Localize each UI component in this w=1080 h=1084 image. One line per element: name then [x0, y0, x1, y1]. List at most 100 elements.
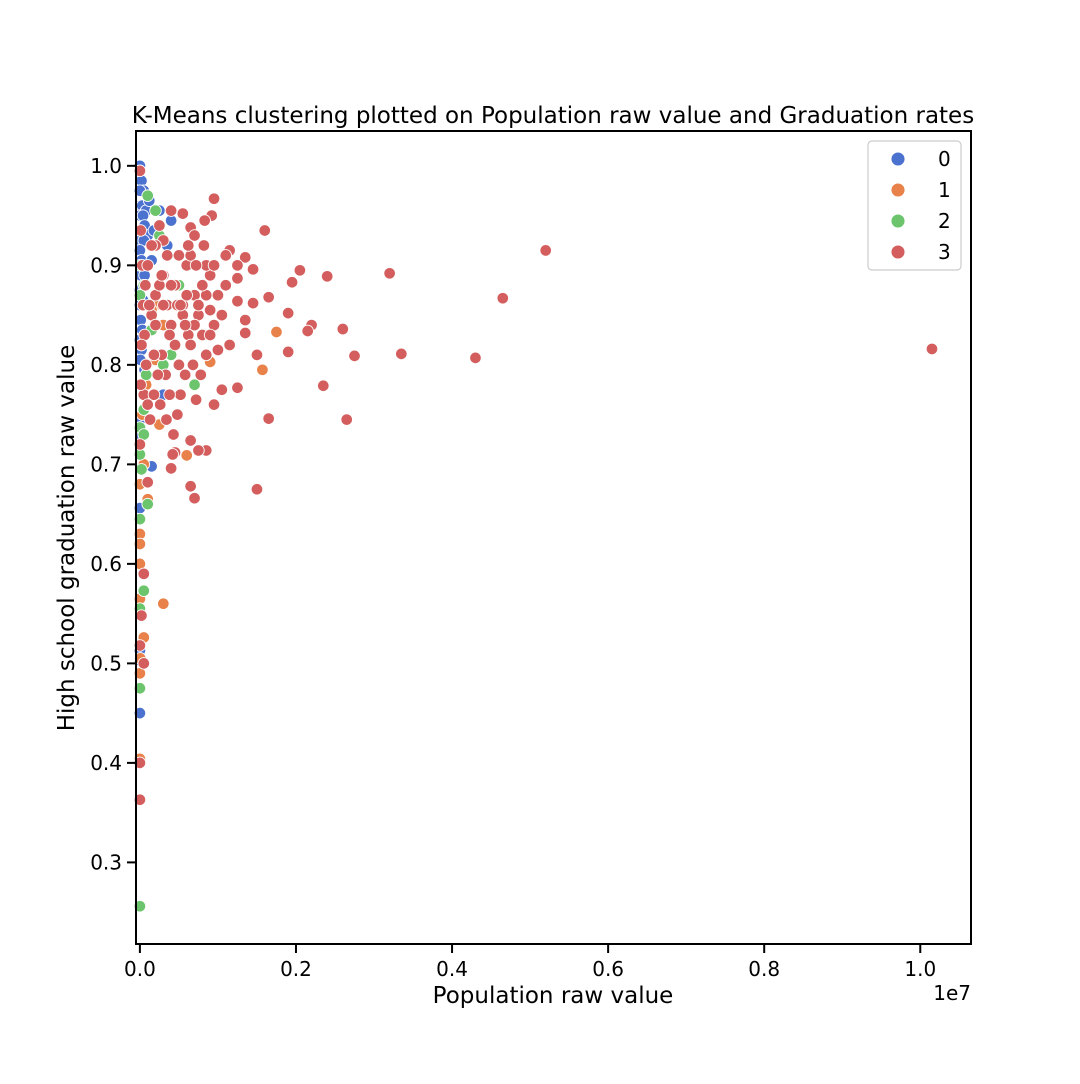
scatter-point-series-3-32 [336, 322, 350, 336]
scatter-point-series-3-112 [184, 338, 197, 352]
scatter-point-series-3-14 [219, 249, 232, 262]
x-tick-label-0: 0.0 [124, 957, 156, 981]
legend: 0 1 2 3 [867, 140, 962, 271]
scatter-point-series-3-122 [196, 278, 209, 292]
scatter-point-series-3-132 [160, 413, 173, 426]
scatter-point-series-2-11 [188, 378, 201, 392]
scatter-point-series-3-127 [155, 269, 168, 282]
legend-label-0: 0 [938, 147, 951, 171]
legend-marker-0 [890, 151, 906, 167]
scatter-point-series-3-8 [258, 224, 272, 237]
scatter-point-series-3-40 [348, 349, 361, 363]
x-tick-label-2: 0.4 [436, 957, 468, 981]
scatter-point-series-3-126 [178, 318, 192, 332]
scatter-point-series-3-23 [219, 278, 232, 292]
scatter-point-series-3-86 [194, 368, 208, 382]
scatter-point-series-3-44 [231, 381, 244, 394]
scatter-point-series-1-9 [180, 449, 193, 462]
scatter-point-series-2-16 [149, 204, 162, 217]
scatter-point-series-3-108 [153, 219, 166, 232]
scatter-point-series-3-21 [231, 272, 244, 285]
legend-marker-3 [890, 244, 906, 260]
x-tick-label-1: 0.2 [280, 957, 312, 981]
scatter-point-series-3-136 [189, 259, 203, 272]
y-tick-label-3: 0.6 [90, 552, 122, 576]
scatter-point-series-3-87 [189, 393, 203, 406]
scatter-point-series-3-49 [184, 480, 197, 493]
scatter-point-series-3-1 [134, 224, 147, 237]
x-tick-label-4: 0.8 [748, 957, 780, 981]
scatter-point-series-3-124 [163, 328, 176, 342]
scatter-point-series-3-105 [134, 378, 147, 392]
scatter-point-series-3-46 [207, 398, 221, 411]
scatter-point-series-3-28 [281, 306, 295, 320]
scatter-point-series-3-2 [207, 192, 221, 205]
x-axis-offset-label: 1e7 [933, 981, 971, 1005]
scatter-point-series-3-4 [164, 204, 178, 217]
scatter-point-series-3-130 [139, 278, 152, 292]
scatter-point-series-3-58 [137, 567, 151, 581]
scatter-point-series-3-39 [281, 345, 295, 359]
scatter-point-series-3-38 [395, 347, 408, 361]
scatter-point-series-3-25 [496, 291, 510, 305]
scatter-point-series-3-51 [250, 482, 264, 496]
scatter-point-series-1-11 [270, 325, 283, 339]
scatter-point-series-3-107 [145, 239, 158, 252]
scatter-point-series-3-88 [186, 358, 200, 372]
y-tick-label-4: 0.7 [90, 452, 122, 476]
scatter-point-series-3-117 [157, 298, 170, 312]
scatter-point-series-3-20 [320, 270, 334, 283]
scatter-point-series-3-42 [250, 348, 264, 362]
scatter-point-series-3-74 [172, 358, 186, 372]
scatter-point-series-3-6 [198, 214, 211, 227]
scatter-point-series-3-29 [215, 308, 229, 322]
x-tick-label-5: 1.0 [904, 957, 936, 981]
scatter-point-series-3-53 [192, 444, 205, 457]
scatter-point-series-3-115 [207, 259, 221, 272]
scatter-point-series-3-104 [135, 338, 148, 352]
y-tick-label-6: 0.9 [90, 253, 122, 277]
y-axis-label: High school graduation raw value [54, 345, 80, 732]
scatter-point-series-3-131 [153, 398, 167, 411]
scatter-point-series-1-12 [256, 363, 269, 377]
scatter-point-series-3-93 [167, 428, 180, 441]
y-tick-label-0: 0.3 [90, 850, 122, 874]
scatter-point-series-3-17 [293, 264, 307, 277]
scatter-point-series-1-8 [157, 597, 170, 610]
scatter-point-series-3-34 [238, 326, 252, 340]
scatter-point-series-3-18 [246, 263, 260, 276]
scatter-point-series-3-109 [160, 249, 174, 262]
plot-area-frame [135, 130, 972, 945]
scatter-point-series-3-137 [197, 239, 211, 252]
scatter-point-series-3-47 [262, 412, 275, 425]
legend-label-1: 1 [938, 178, 951, 202]
y-tick-label-7: 1.0 [90, 154, 122, 178]
y-tick-label-1: 0.4 [90, 751, 122, 775]
scatter-point-series-3-119 [172, 249, 186, 262]
scatter-point-series-2-9 [135, 463, 148, 476]
scatter-point-series-3-13 [539, 244, 552, 257]
scatter-point-series-2-5 [141, 497, 154, 511]
y-tick-label-2: 0.5 [90, 651, 122, 675]
y-tick-label-5: 0.8 [90, 353, 122, 377]
scatter-point-series-3-24 [262, 290, 275, 304]
scatter-point-series-3-135 [182, 239, 195, 252]
scatter-point-series-3-100 [139, 358, 153, 372]
scatter-point-series-3-33 [301, 324, 314, 338]
scatter-point-series-3-138 [203, 303, 217, 317]
scatter-point-series-3-99 [143, 413, 157, 426]
chart-title: K-Means clustering plotted on Population… [132, 103, 974, 129]
scatter-point-series-3-57 [141, 476, 154, 489]
legend-box [867, 140, 962, 271]
scatter-point-series-3-5 [176, 207, 190, 220]
scatter-point-series-3-66 [141, 398, 154, 411]
scatter-point-series-3-15 [238, 251, 252, 264]
scatter-point-series-3-48 [340, 413, 353, 426]
scatter-point-series-3-16 [231, 259, 244, 272]
scatter-point-series-3-94 [163, 388, 176, 401]
scatter-point-series-3-50 [188, 491, 201, 505]
scatter-point-series-3-128 [147, 348, 161, 362]
x-tick-label-3: 0.6 [592, 957, 624, 981]
